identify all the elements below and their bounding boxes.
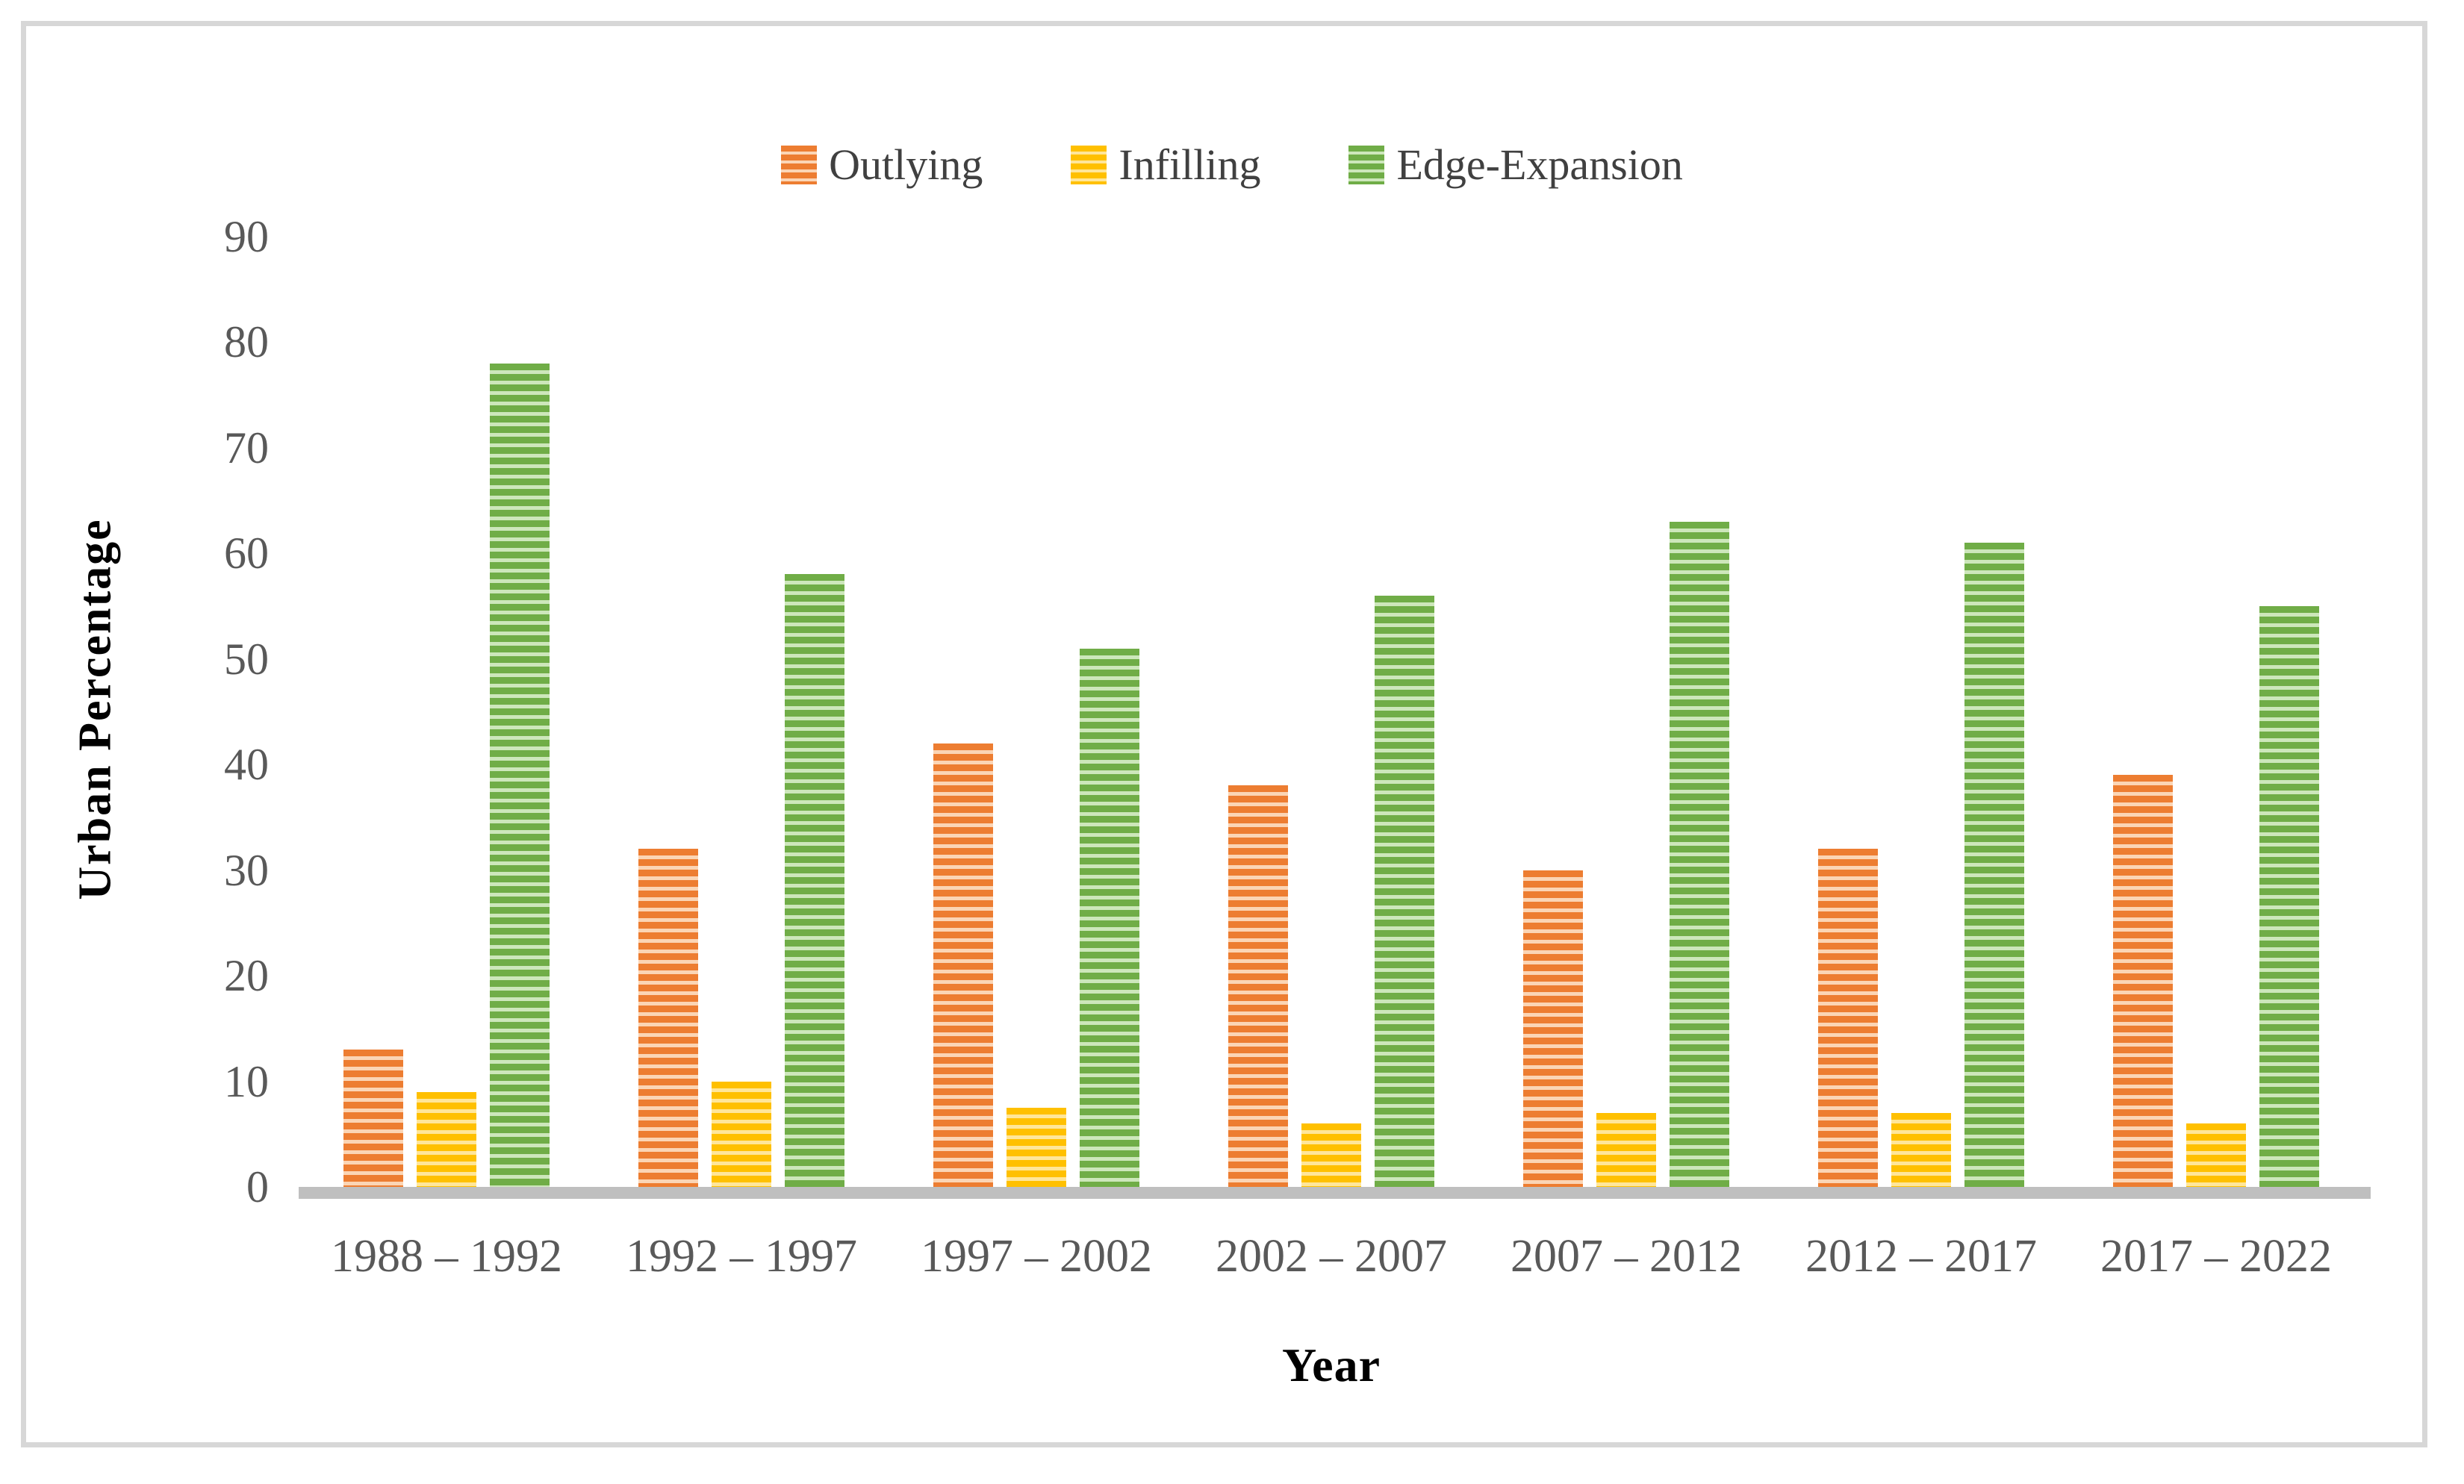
bar-outlying-6 (2113, 775, 2173, 1187)
bar-outlying-5 (1818, 849, 1878, 1187)
y-tick-label: 90 (224, 211, 269, 261)
y-tick-label: 10 (224, 1056, 269, 1106)
x-category-label: 2017 – 2022 (2100, 1231, 2332, 1282)
bar-outlying-3 (1228, 785, 1288, 1187)
x-category-label: 1988 – 1992 (331, 1231, 562, 1282)
bar-edge-expansion-5 (1964, 543, 2024, 1187)
bar-outlying-0 (343, 1050, 403, 1187)
legend-item-infilling: Infilling (1071, 143, 1260, 187)
bar-edge-expansion-2 (1080, 648, 1139, 1187)
bar-infilling-0 (417, 1091, 476, 1187)
y-tick-label: 40 (224, 740, 269, 790)
y-tick-label: 80 (224, 317, 269, 367)
bar-outlying-4 (1523, 870, 1583, 1187)
legend-label: Outlying (829, 140, 983, 189)
y-tick-label: 20 (224, 951, 269, 1001)
bar-edge-expansion-0 (490, 363, 550, 1187)
x-axis-line (299, 1187, 2371, 1199)
legend: Outlying Infilling Edge-Expansion (0, 143, 2464, 187)
legend-item-outlying: Outlying (781, 143, 983, 187)
bar-infilling-2 (1007, 1107, 1066, 1187)
bar-infilling-5 (1891, 1112, 1951, 1187)
x-category-label: 1992 – 1997 (626, 1231, 857, 1282)
x-category-label: 1997 – 2002 (921, 1231, 1152, 1282)
x-category-label: 2002 – 2007 (1216, 1231, 1447, 1282)
y-tick-label: 60 (224, 529, 269, 579)
bar-edge-expansion-4 (1670, 521, 1729, 1187)
bar-outlying-1 (638, 849, 698, 1187)
legend-swatch-icon (1348, 146, 1385, 184)
x-category-label: 2007 – 2012 (1511, 1231, 1742, 1282)
legend-label: Edge-Expansion (1396, 140, 1683, 189)
bar-infilling-4 (1596, 1112, 1656, 1187)
bar-edge-expansion-6 (2259, 605, 2319, 1187)
legend-item-edge-expansion: Edge-Expansion (1348, 140, 1683, 189)
x-category-label: 2012 – 2017 (1805, 1231, 2037, 1282)
bar-infilling-6 (2186, 1123, 2246, 1187)
y-tick-label: 70 (224, 423, 269, 473)
legend-swatch-icon (781, 146, 818, 184)
y-tick-label: 0 (246, 1162, 269, 1212)
bar-infilling-1 (712, 1081, 771, 1187)
bar-edge-expansion-1 (785, 574, 844, 1187)
y-tick-label: 50 (224, 634, 269, 684)
legend-label: Infilling (1119, 140, 1261, 189)
bar-edge-expansion-3 (1375, 595, 1434, 1187)
x-axis-title: Year (1282, 1338, 1381, 1391)
bar-infilling-3 (1301, 1123, 1361, 1187)
y-tick-label: 30 (224, 845, 269, 895)
legend-swatch-icon (1071, 146, 1107, 184)
bar-outlying-2 (933, 743, 993, 1187)
